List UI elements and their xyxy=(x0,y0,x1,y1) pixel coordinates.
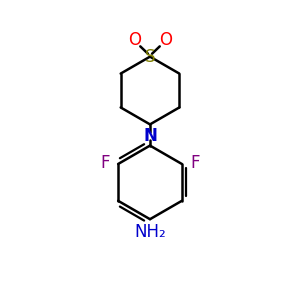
Text: S: S xyxy=(145,48,155,66)
Text: F: F xyxy=(100,154,110,172)
Text: O: O xyxy=(128,31,141,49)
Text: O: O xyxy=(159,31,172,49)
Text: NH₂: NH₂ xyxy=(134,223,166,241)
Text: F: F xyxy=(190,154,200,172)
Text: N: N xyxy=(143,127,157,145)
